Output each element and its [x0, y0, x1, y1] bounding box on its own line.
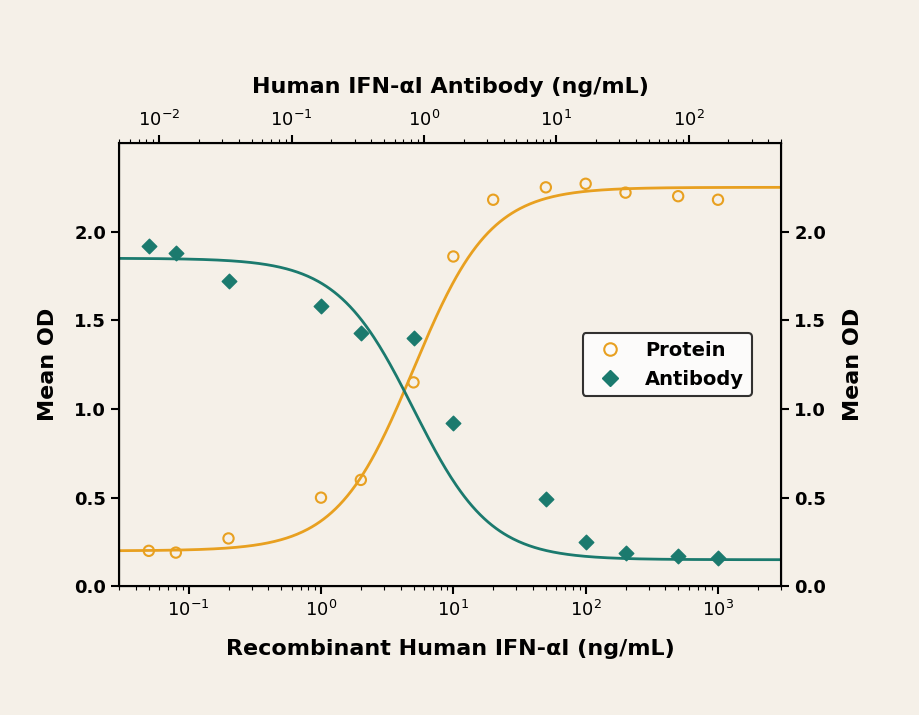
Point [142, 545, 156, 556]
Point [406, 377, 421, 388]
Point [710, 552, 725, 563]
Point [221, 275, 236, 287]
Point [671, 551, 686, 562]
Point [618, 187, 633, 198]
Point [406, 332, 421, 344]
Point [354, 474, 369, 485]
Point [313, 300, 328, 312]
Point [578, 536, 593, 548]
X-axis label: Recombinant Human IFN-αI (ng/mL): Recombinant Human IFN-αI (ng/mL) [226, 639, 675, 659]
Point [313, 492, 328, 503]
Point [168, 247, 183, 259]
Point [618, 547, 633, 558]
Point [446, 418, 460, 429]
Point [486, 194, 501, 205]
Point [354, 327, 369, 338]
Point [710, 194, 725, 205]
Point [578, 178, 593, 189]
Point [221, 533, 236, 544]
Point [671, 190, 686, 202]
Point [446, 251, 460, 262]
Y-axis label: Mean OD: Mean OD [38, 308, 58, 421]
Point [142, 240, 156, 252]
Y-axis label: Mean OD: Mean OD [843, 308, 863, 421]
Point [539, 182, 553, 193]
Point [168, 547, 183, 558]
Legend: Protein, Antibody: Protein, Antibody [583, 333, 752, 396]
Point [539, 493, 553, 505]
X-axis label: Human IFN-αI Antibody (ng/mL): Human IFN-αI Antibody (ng/mL) [252, 77, 649, 97]
